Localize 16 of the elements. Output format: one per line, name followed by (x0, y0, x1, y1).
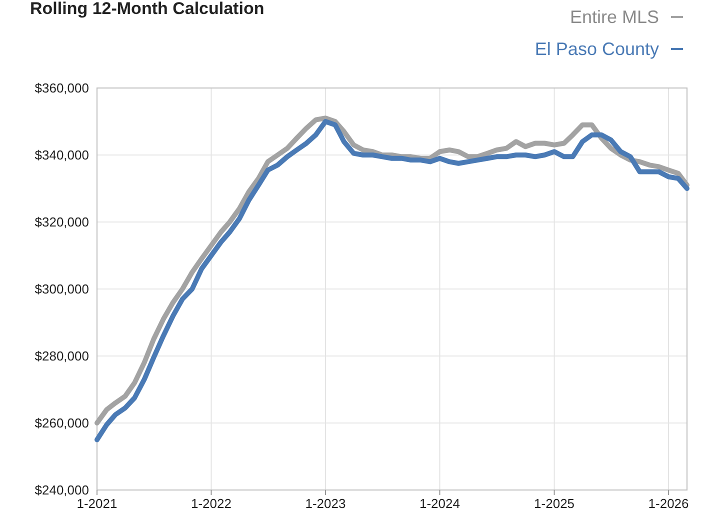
y-tick-label: $280,000 (34, 348, 89, 364)
y-tick-label: $260,000 (34, 416, 89, 431)
y-tick-label: $340,000 (34, 148, 89, 163)
x-tick-label: 1-2026 (648, 496, 689, 511)
y-tick-label: $320,000 (34, 214, 89, 230)
x-tick-label: 1-2021 (76, 496, 118, 511)
y-tick-label: $360,000 (34, 80, 89, 96)
y-tick-label: $240,000 (34, 482, 89, 498)
chart-title: Rolling 12-Month Calculation (30, 0, 264, 18)
legend-label: Entire MLS (570, 7, 659, 27)
x-tick-label: 1-2025 (534, 496, 575, 511)
x-tick-label: 1-2024 (419, 496, 460, 511)
y-tick-label: $300,000 (34, 282, 89, 297)
legend-label: El Paso County (534, 39, 659, 59)
x-tick-label: 1-2022 (191, 496, 232, 511)
x-tick-label: 1-2023 (305, 496, 346, 511)
